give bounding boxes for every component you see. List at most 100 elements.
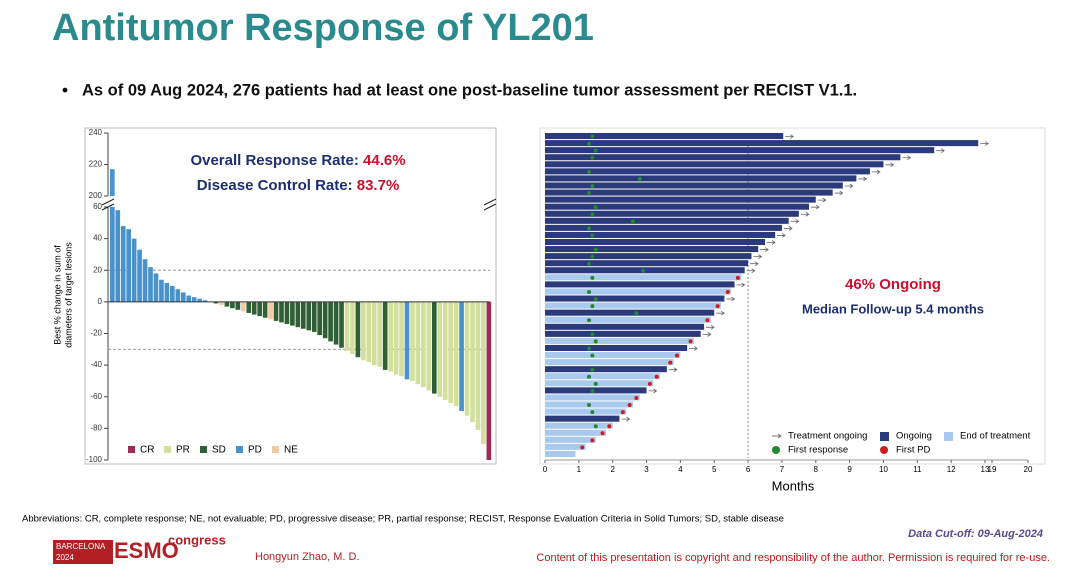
legend-swatch [272,446,279,453]
bar [180,292,186,302]
legend-label: End of treatment [960,431,1031,442]
lane-bar [545,217,789,224]
bar [355,301,361,358]
bar [257,301,262,317]
bar [191,297,197,302]
y-tick-label: 200 [89,191,103,200]
y-tick-label: -80 [90,423,102,432]
pd-dot [735,275,740,280]
legend-label: PR [176,445,190,456]
bar [453,301,459,407]
bar [382,301,388,370]
ongoing-arrow [783,226,793,231]
y-tick-label: -60 [90,392,102,401]
bar [470,301,475,423]
pd-dot [590,438,595,443]
bar [240,301,246,312]
title: Antitumor Response of YL201 [52,7,594,49]
lane-bar [545,366,667,373]
response-dot [590,332,595,337]
ongoing-arrow [777,233,786,238]
bar [388,301,393,372]
response-dot [587,191,591,196]
lane-bar [545,224,782,231]
lane-bar [545,196,816,203]
ongoing-arrow [706,324,715,330]
y-axis-label: diameters of target lesions [63,242,73,348]
bar [344,301,350,351]
response-dot [593,205,598,210]
bar [164,282,170,302]
abbreviations: Abbreviations: CR, complete response; NE… [22,514,784,525]
y-tick-label: 0 [98,297,103,306]
response-dot [587,403,591,408]
lane-bar [545,189,833,196]
x-tick-label: 4 [678,465,683,474]
x-tick-label: 19 [988,465,997,474]
lane-bar [545,274,742,281]
response-dot [590,134,595,139]
x-tick-label: 3 [644,465,649,474]
pd-dot [634,395,639,400]
response-dot [587,226,591,231]
y-tick-label: 240 [89,128,103,137]
bar [186,295,192,302]
response-dot [641,268,646,273]
axis-break [483,203,497,211]
response-dot [590,304,595,309]
bar [159,279,164,302]
ongoing-arrow [834,190,844,196]
lane-bar [545,337,694,344]
lane-bar [545,373,661,380]
lane-bar [545,295,725,302]
legend-swatch [880,432,889,441]
ongoing-arrow [800,211,810,217]
pd-dot [715,304,720,309]
response-dot [587,374,591,379]
y-tick-label: 60 [93,202,102,211]
x-tick-label: 12 [947,465,956,474]
bar [481,301,486,445]
ongoing-arrow [885,162,895,168]
legend-label: First PD [896,445,930,456]
bar [301,301,306,329]
response-dot [587,141,591,146]
response-dot [587,289,591,294]
lane-bar [545,436,596,443]
lane-bar [545,281,735,288]
y-tick-label: 220 [89,160,103,169]
legend-swatch [236,446,243,453]
bar [399,301,404,377]
bar [115,210,121,302]
bar [486,301,492,460]
pd-dot [668,360,673,365]
bar [317,301,323,336]
axis-break [101,203,115,211]
bar [404,301,410,380]
annotation: Overall Response Rate: 44.6% [190,152,405,169]
legend-swatch [200,446,207,453]
bar [431,301,437,394]
bar [131,238,137,302]
legend-label: First response [788,445,848,456]
ongoing-arrow [760,247,769,252]
y-axis-label: Best % change in sum of [52,245,62,345]
response-dot [587,318,591,323]
ongoing-arrow [726,296,736,302]
bar [219,301,224,306]
bar [110,207,115,302]
response-dot [590,254,595,259]
bar [273,301,279,321]
pd-dot [607,424,612,429]
ongoing-arrow [817,197,827,203]
waterfall-frame [84,127,497,465]
legend-label: Ongoing [896,431,932,442]
response-dot [590,155,595,160]
pd-dot [600,431,605,436]
logo-box [53,540,113,564]
lane-bar [545,443,586,450]
lane-bar [545,309,715,316]
annotation: Median Follow-up 5.4 months [802,301,984,316]
response-dot [637,176,642,181]
